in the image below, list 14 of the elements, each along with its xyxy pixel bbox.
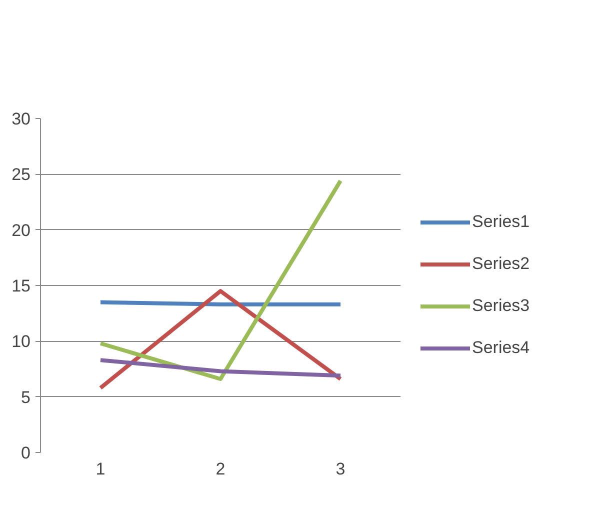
- legend-label: Series4: [472, 338, 530, 358]
- legend-label: Series1: [472, 212, 530, 232]
- y-tick-label: 15: [12, 276, 31, 296]
- legend-label: Series3: [472, 296, 530, 316]
- y-tick-label: 25: [12, 165, 31, 184]
- y-tick-label: 30: [12, 110, 31, 128]
- y-tick-label: 20: [12, 220, 31, 240]
- x-tick-label: 2: [216, 460, 226, 478]
- y-tick-label: 5: [21, 388, 31, 407]
- legend-label: Series2: [472, 254, 530, 274]
- x-tick-label: 3: [336, 460, 346, 478]
- y-tick-label: 10: [12, 332, 31, 352]
- y-tick-label: 0: [21, 444, 31, 462]
- x-tick-label: 1: [96, 460, 106, 478]
